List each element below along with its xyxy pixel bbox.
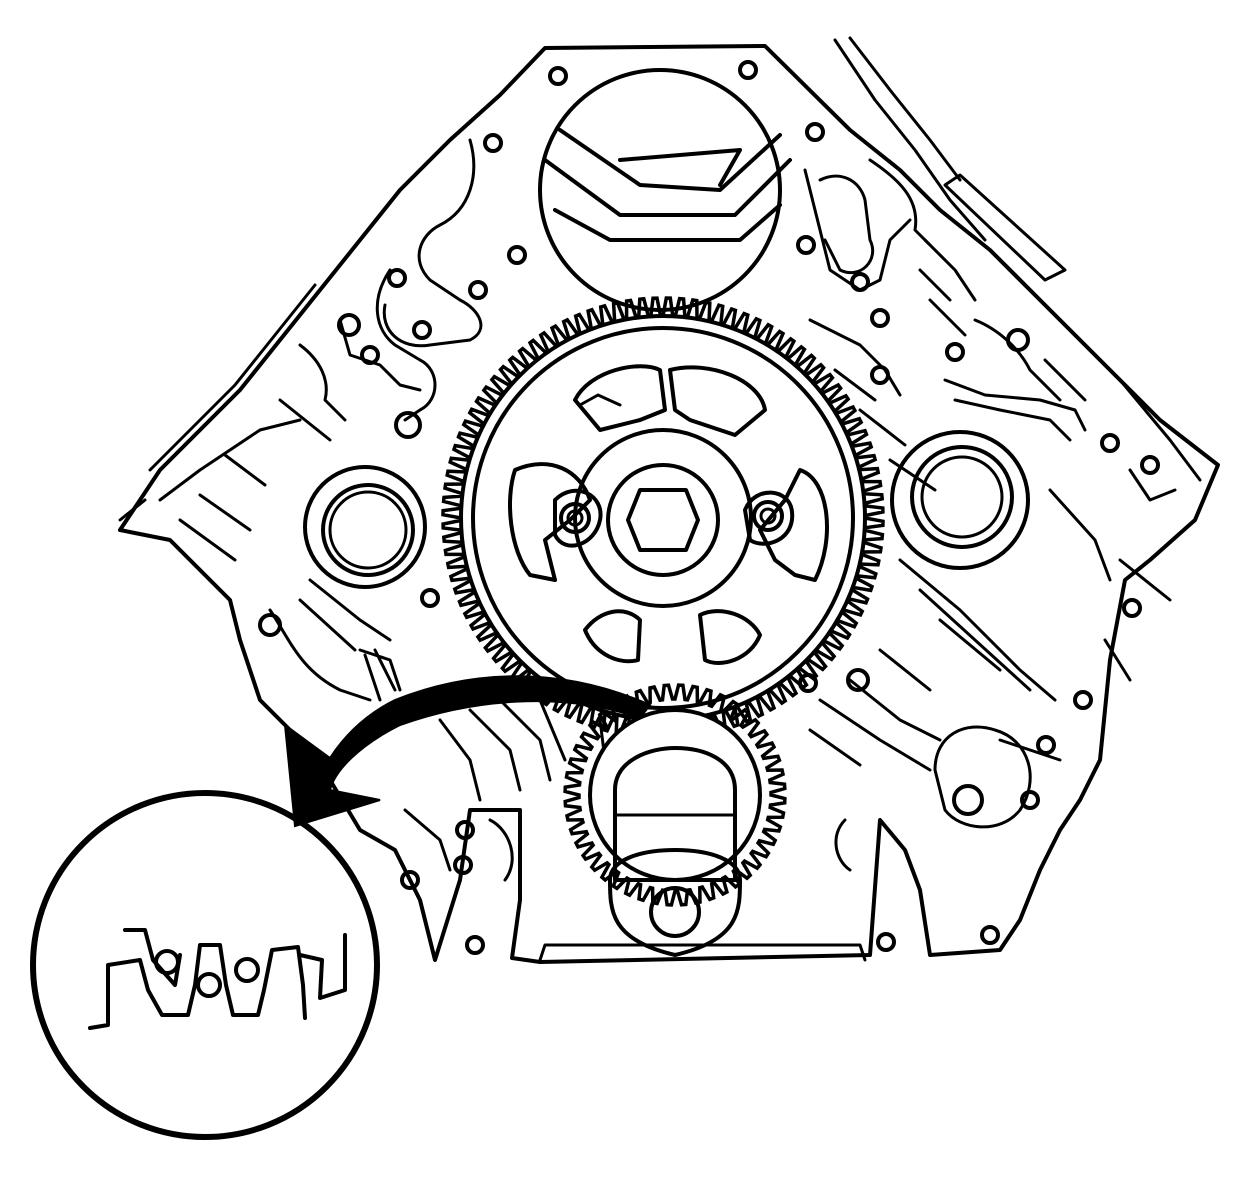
right-bore — [890, 430, 1030, 570]
camshaft-gear — [441, 296, 885, 740]
top-opening — [538, 68, 792, 312]
bolt-holes — [258, 60, 1160, 955]
timing-mark-detail-inset — [30, 790, 380, 1140]
crankshaft-gear — [563, 683, 787, 957]
left-bore — [303, 465, 427, 589]
rotation-arrow — [283, 675, 652, 828]
engine-block-outline — [118, 36, 1220, 964]
block-surface-details — [178, 138, 1177, 962]
